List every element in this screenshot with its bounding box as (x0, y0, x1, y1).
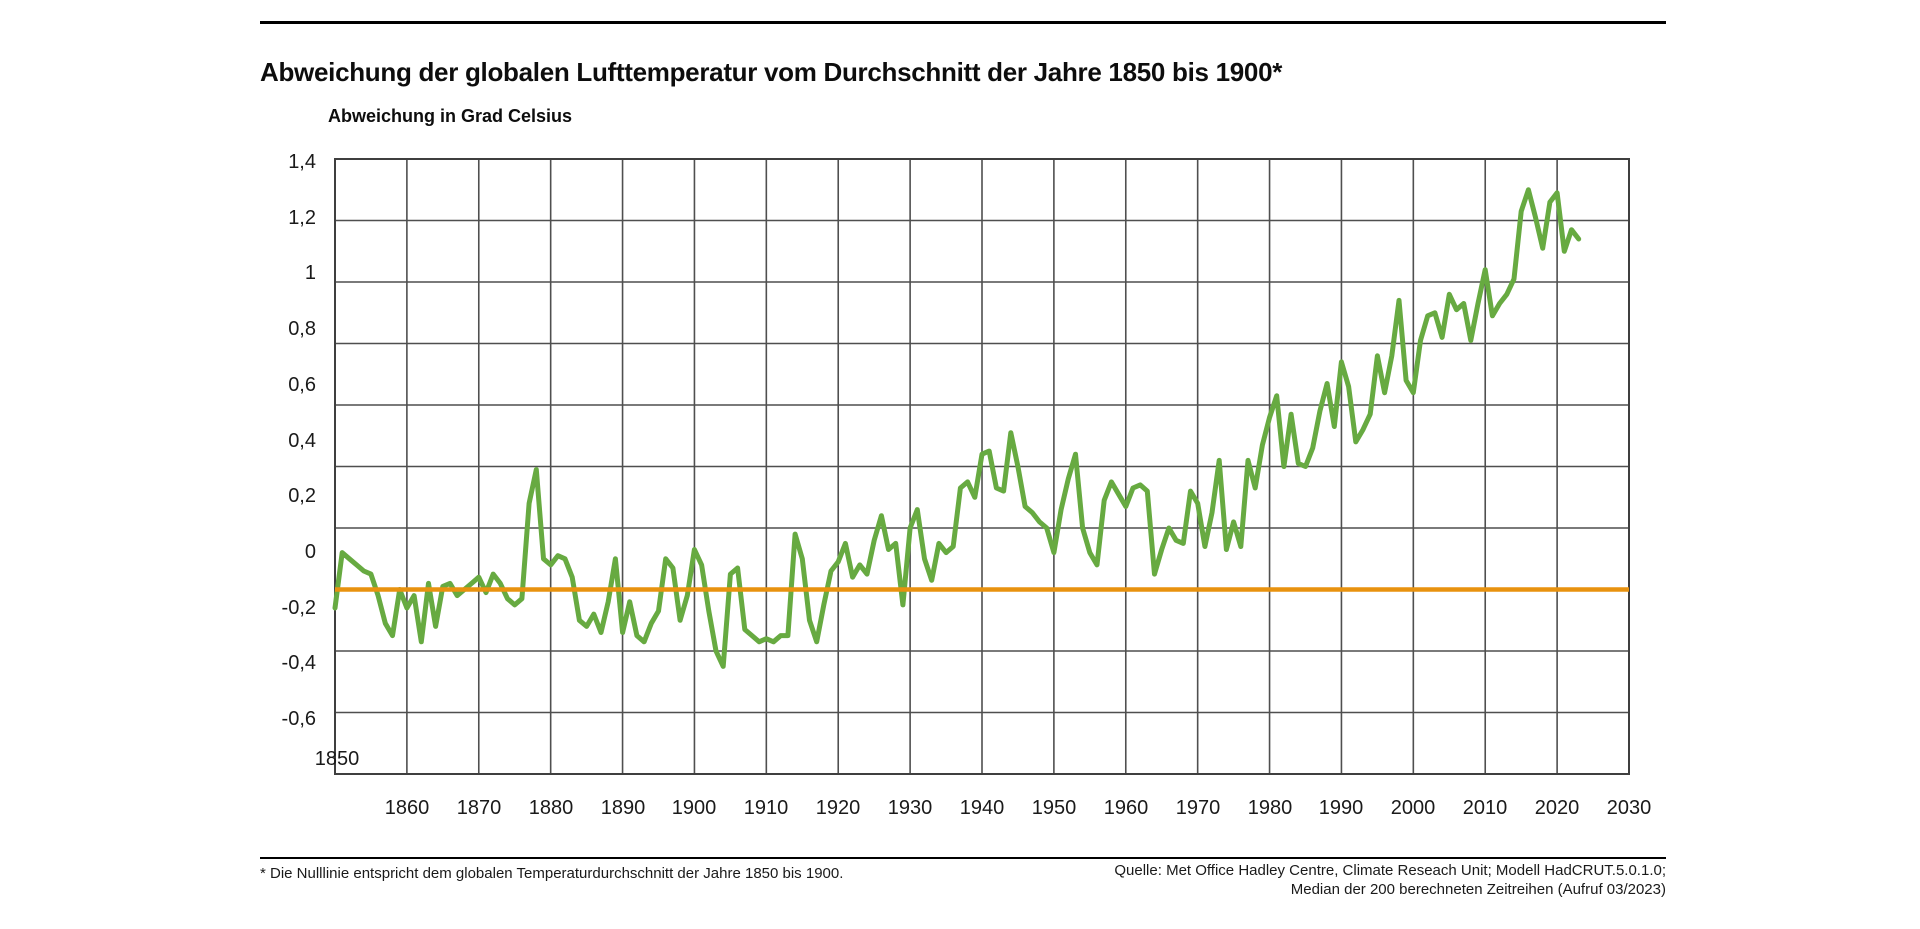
x-tick-label: 1970 (1175, 797, 1221, 819)
x-tick-label: 1890 (600, 797, 646, 819)
y-tick-label: 0,8 (288, 318, 316, 340)
x-tick-label: 1910 (743, 797, 789, 819)
bottom-rule (260, 857, 1666, 859)
source-note: Quelle: Met Office Hadley Centre, Climat… (966, 861, 1666, 899)
y-tick-label: 0,4 (288, 430, 316, 452)
x-tick-label: 1940 (959, 797, 1005, 819)
x-tick-label: 1960 (1103, 797, 1149, 819)
page-title: Abweichung der globalen Lufttemperatur v… (260, 57, 1283, 88)
x-tick-label: 2020 (1534, 797, 1580, 819)
top-rule (260, 21, 1666, 24)
source-line-1: Quelle: Met Office Hadley Centre, Climat… (1114, 862, 1666, 879)
x-tick-label: 1990 (1318, 797, 1364, 819)
y-axis-title: Abweichung in Grad Celsius (328, 106, 573, 126)
temperature-series-line (332, 187, 1582, 669)
x-tick-label: 1980 (1247, 797, 1293, 819)
x-tick-label: 2030 (1606, 797, 1652, 819)
y-tick-label: -0,6 (281, 708, 316, 730)
x-tick-label: 2010 (1462, 797, 1508, 819)
y-tick-label: 1 (304, 262, 316, 284)
y-tick-label: 0 (304, 541, 316, 563)
x-tick-label: 2000 (1390, 797, 1436, 819)
y-tick-label: -0,2 (281, 597, 316, 619)
x-tick-label: 1920 (815, 797, 861, 819)
source-line-2: Median der 200 berechneten Zeitreihen (A… (1290, 881, 1666, 898)
x-tick-label: 1950 (1031, 797, 1077, 819)
x-tick-label: 1870 (456, 797, 502, 819)
plot-border (334, 158, 1630, 775)
x-tick-label: 1860 (384, 797, 430, 819)
x-tick-label: 1900 (671, 797, 717, 819)
x-origin-label: 1850 (314, 748, 360, 770)
footnote: * Die Nulllinie entspricht dem globalen … (260, 865, 844, 882)
x-tick-label: 1930 (887, 797, 933, 819)
y-tick-label: 1,2 (288, 207, 316, 229)
y-tick-label: -0,4 (281, 652, 316, 674)
y-tick-label: 0,6 (288, 374, 316, 396)
x-tick-label: 1880 (528, 797, 574, 819)
y-tick-label: 0,2 (288, 485, 316, 507)
y-tick-label: 1,4 (288, 151, 316, 173)
